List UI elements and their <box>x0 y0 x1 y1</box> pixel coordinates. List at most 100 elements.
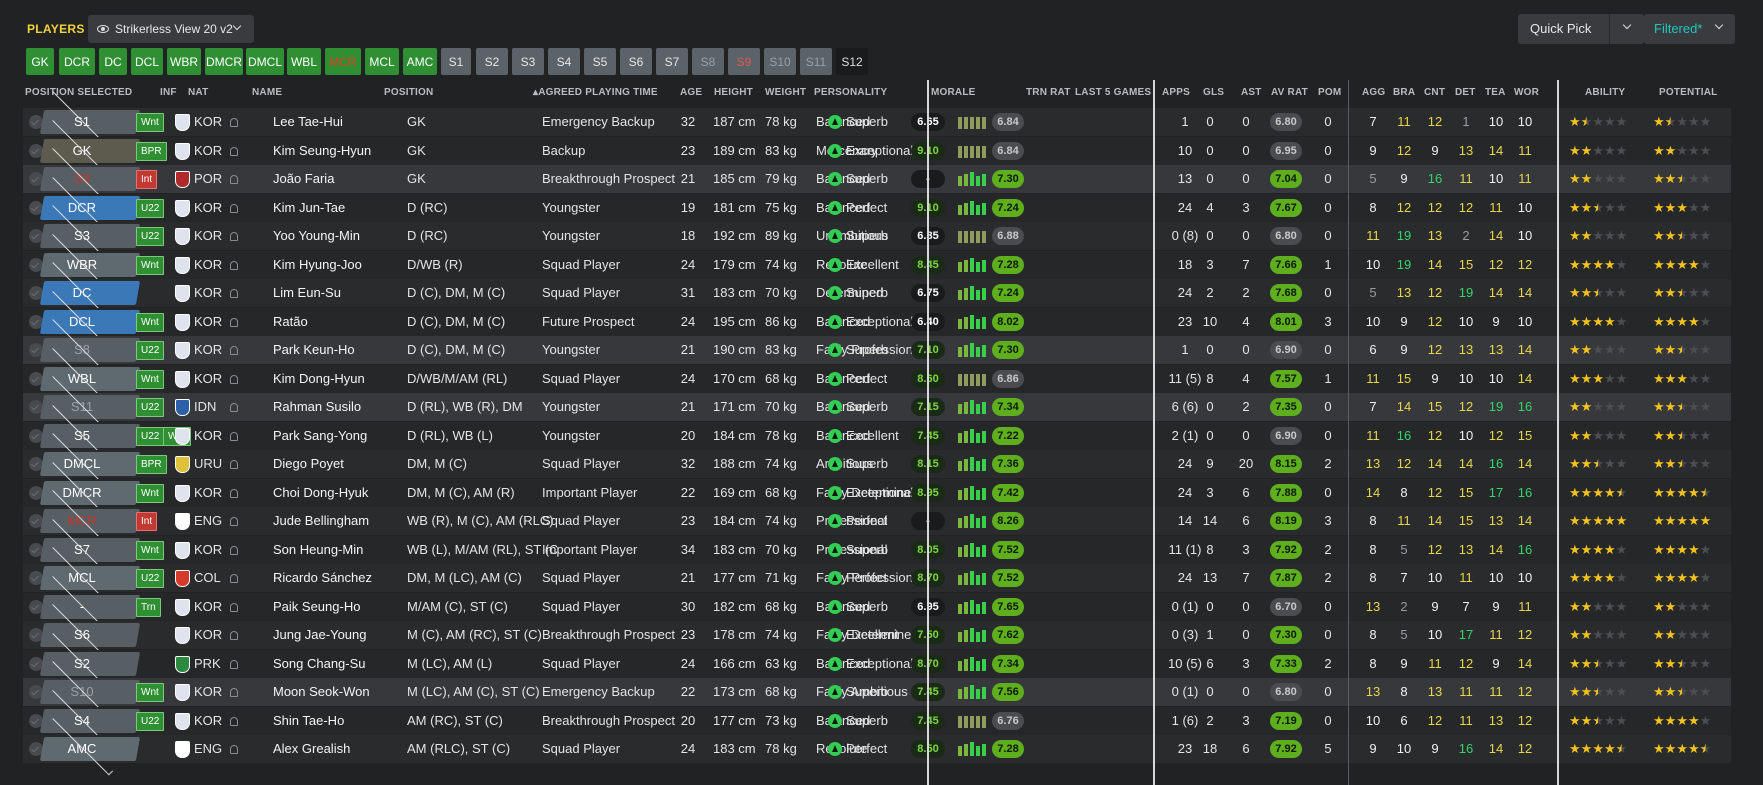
position-selector[interactable]: AMC <box>39 714 141 776</box>
col-morale[interactable]: MORALE <box>931 87 976 98</box>
select-checkbox[interactable] <box>29 400 43 414</box>
select-checkbox[interactable] <box>29 115 43 129</box>
select-checkbox[interactable] <box>29 543 43 557</box>
tab-s8[interactable]: S8 <box>692 48 724 75</box>
col-position-selected[interactable]: POSITION SELECTED <box>25 87 133 98</box>
tab-mcr[interactable]: MCR <box>325 48 361 75</box>
select-checkbox[interactable] <box>29 286 43 300</box>
col-pom[interactable]: POM <box>1318 87 1342 98</box>
tab-wbr[interactable]: WBR <box>167 48 201 75</box>
tab-s7[interactable]: S7 <box>656 48 688 75</box>
tab-wbl[interactable]: WBL <box>287 48 321 75</box>
tab-s3[interactable]: S3 <box>512 48 544 75</box>
table-row[interactable]: DMCR Wnt KOR Choi Dong-Hyuk DM, M (C), AM (R… <box>23 458 1731 520</box>
col-age[interactable]: AGE <box>680 87 703 98</box>
tab-s6[interactable]: S6 <box>620 48 652 75</box>
select-checkbox[interactable] <box>29 685 43 699</box>
col-det[interactable]: DET <box>1455 87 1476 98</box>
tab-s5[interactable]: S5 <box>584 48 616 75</box>
col-height[interactable]: HEIGHT <box>714 87 753 98</box>
select-checkbox[interactable] <box>29 429 43 443</box>
select-checkbox[interactable] <box>29 457 43 471</box>
tab-dmcr[interactable]: DMCR <box>205 48 243 75</box>
tab-s9[interactable]: S9 <box>728 48 760 75</box>
table-row[interactable]: S10 Wnt KOR Moon Seok-Won M (LC), AM (C), ST… <box>23 657 1731 719</box>
table-row[interactable]: S4 U22 KOR Shin Tae-Ho AM (RC), ST (C) Breakt… <box>23 686 1731 748</box>
tab-s1[interactable]: S1 <box>441 48 471 75</box>
col-nat[interactable]: NAT <box>188 87 209 98</box>
col-tea[interactable]: TEA <box>1485 87 1506 98</box>
table-row[interactable]: S3 U22 KOR Yoo Young-Min D (RC) Youngster 18 19… <box>23 201 1731 263</box>
select-checkbox[interactable] <box>29 600 43 614</box>
tab-dc[interactable]: DC <box>99 48 127 75</box>
col-trn-rat[interactable]: TRN RAT <box>1026 87 1071 98</box>
select-checkbox[interactable] <box>29 201 43 215</box>
table-row[interactable]: S7 Wnt KOR Son Heung-Min WB (L), M/AM (RL), … <box>23 515 1731 577</box>
select-checkbox[interactable] <box>29 172 43 186</box>
tab-mcl[interactable]: MCL <box>365 48 399 75</box>
table-row[interactable]: S6 KOR Jung Jae-Young M (C), AM (RC), ST (C… <box>23 600 1731 662</box>
select-checkbox[interactable] <box>29 229 43 243</box>
tab-s2[interactable]: S2 <box>476 48 508 75</box>
select-checkbox[interactable] <box>29 315 43 329</box>
col-wor[interactable]: WOR <box>1514 87 1540 98</box>
col-agreed-playing-time[interactable]: ▴AGREED PLAYING TIME <box>533 87 658 98</box>
table-row[interactable]: DMCL BPR URU Diego Poyet DM, M (C) Squad Play… <box>23 429 1731 491</box>
select-checkbox[interactable] <box>29 657 43 671</box>
col-potential[interactable]: POTENTIAL <box>1659 87 1718 98</box>
select-checkbox[interactable] <box>29 343 43 357</box>
table-row[interactable]: MCL U22 COL Ricardo Sánchez DM, M (LC), AM (… <box>23 543 1731 605</box>
table-row[interactable]: WBL Wnt KOR Kim Dong-Hyun D/WB/M/AM (RL) Squa… <box>23 344 1731 406</box>
col-gls[interactable]: GLS <box>1203 87 1225 98</box>
select-checkbox[interactable] <box>29 714 43 728</box>
col-av-rat[interactable]: AV RAT <box>1271 87 1308 98</box>
select-checkbox[interactable] <box>29 514 43 528</box>
table-row[interactable]: S8 U22 KOR Park Keun-Ho D (C), DM, M (C) Youn… <box>23 315 1731 377</box>
select-checkbox[interactable] <box>29 258 43 272</box>
table-row[interactable]: S11 U22 IDN Rahman Susilo D (RL), WB (R), DM… <box>23 372 1731 434</box>
table-row[interactable]: MCR Int ENG Jude Bellingham WB (R), M (C), A… <box>23 486 1731 548</box>
quick-pick-button[interactable]: Quick Pick <box>1518 14 1644 44</box>
tab-s4[interactable]: S4 <box>548 48 580 75</box>
col-bra[interactable]: BRA <box>1393 87 1416 98</box>
table-row[interactable]: DC KOR Lim Eun-Su D (C), DM, M (C) Squad Pla… <box>23 258 1731 320</box>
table-row[interactable]: DCL Wnt KOR Ratão D (C), DM, M (C) Future Pro… <box>23 287 1731 349</box>
col-last-5-games[interactable]: LAST 5 GAMES <box>1075 87 1152 98</box>
col-ability[interactable]: ABILITY <box>1585 87 1626 98</box>
select-checkbox[interactable] <box>29 372 43 386</box>
col-inf[interactable]: INF <box>160 87 177 98</box>
tab-s10[interactable]: S10 <box>764 48 796 75</box>
col-ast[interactable]: AST <box>1241 87 1262 98</box>
tab-gk[interactable]: GK <box>26 48 54 75</box>
tab-amc[interactable]: AMC <box>403 48 437 75</box>
col-apps[interactable]: APPS <box>1162 87 1191 98</box>
table-row[interactable]: AMC ENG Alex Grealish AM (RLC), ST (C) Squad… <box>23 714 1731 776</box>
tab-s12[interactable]: S12 <box>836 48 868 75</box>
col-position[interactable]: POSITION <box>384 87 434 98</box>
table-row[interactable]: - Trn KOR Paik Seung-Ho M/AM (C), ST (C) Squa… <box>23 572 1731 634</box>
select-checkbox[interactable] <box>29 571 43 585</box>
col-weight[interactable]: WEIGHT <box>765 87 807 98</box>
table-row[interactable]: S1 Wnt KOR Lee Tae-Hui GK Emergency Backup 32 1… <box>23 87 1731 149</box>
chevron-down-icon[interactable] <box>1622 20 1632 30</box>
tab-dcl[interactable]: DCL <box>131 48 163 75</box>
select-checkbox[interactable] <box>29 144 43 158</box>
table-row[interactable]: DCR U22 KOR Kim Jun-Tae D (RC) Youngster 19 181… <box>23 173 1731 235</box>
tab-dcr[interactable]: DCR <box>59 48 95 75</box>
tab-dmcl[interactable]: DMCL <box>246 48 284 75</box>
col-agg[interactable]: AGG <box>1362 87 1386 98</box>
filter-button[interactable]: Filtered* <box>1644 14 1735 44</box>
tab-s11[interactable]: S11 <box>800 48 832 75</box>
select-checkbox[interactable] <box>29 486 43 500</box>
select-checkbox[interactable] <box>29 628 43 642</box>
col-name[interactable]: NAME <box>252 87 283 98</box>
table-row[interactable]: S2 PRK Song Chang-Su M (LC), AM (L) Squad Pl… <box>23 629 1731 691</box>
view-selector[interactable]: Strikerless View 20 v2 <box>88 15 254 43</box>
col-personality[interactable]: PERSONALITY <box>814 87 888 98</box>
table-row[interactable]: S9 Int POR João Faria GK Breakthrough Prospec… <box>23 144 1731 206</box>
table-row[interactable]: WBR Wnt KOR Kim Hyung-Joo D/WB (R) Squad Play… <box>23 230 1731 292</box>
table-row[interactable]: GK BPR KOR Kim Seung-Hyun GK Backup 23 189 cm 83… <box>23 116 1731 178</box>
col-cnt[interactable]: CNT <box>1424 87 1446 98</box>
select-checkbox[interactable] <box>29 742 43 756</box>
